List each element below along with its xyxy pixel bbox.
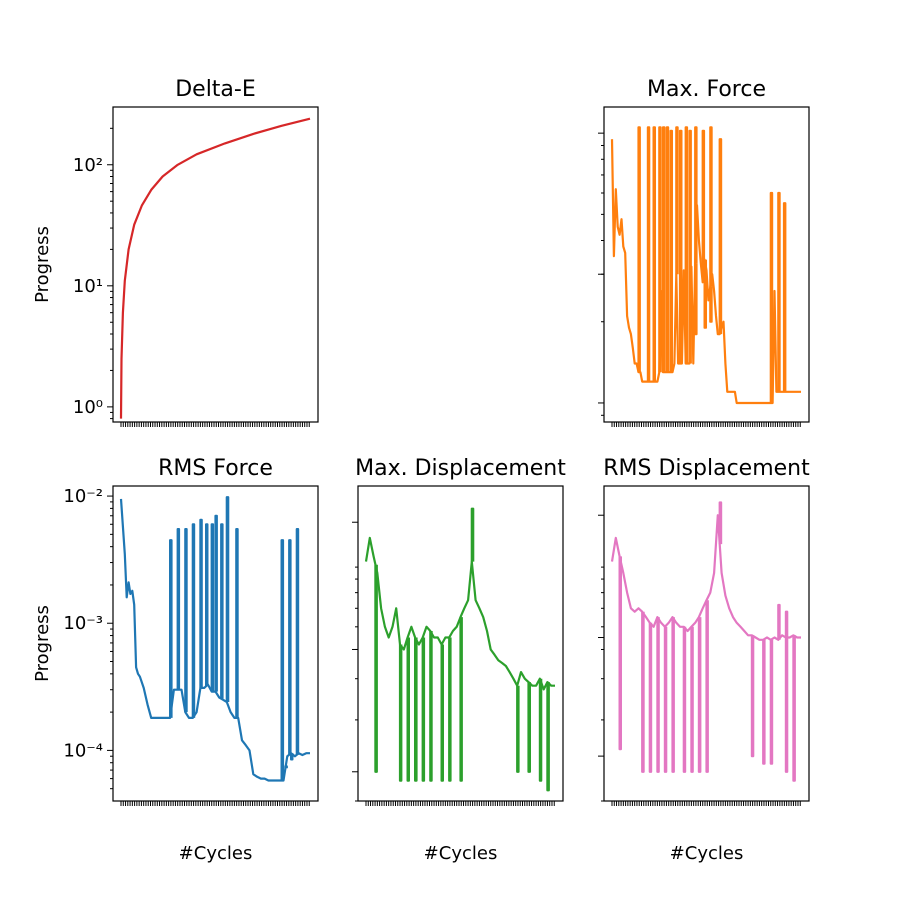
series-excursion [225, 496, 230, 702]
series-excursion [538, 678, 543, 782]
series-excursion [705, 600, 709, 773]
series-excursion [661, 126, 666, 373]
series-excursion [671, 617, 675, 773]
plot-title: Max. Displacement [355, 456, 566, 481]
series-excursion [750, 635, 755, 758]
series-excursion [701, 129, 706, 283]
series-excursion [792, 635, 796, 782]
series-excursion [374, 564, 378, 773]
series-excursion [280, 539, 285, 781]
series-excursion [516, 685, 520, 773]
series-excursion [546, 682, 550, 792]
series-excursion [694, 126, 698, 264]
plot-title: RMS Displacement [603, 456, 810, 481]
series-excursion [295, 528, 300, 755]
y-axis-label: Progress [32, 605, 53, 682]
x-axis-label: #Cycles [179, 843, 253, 864]
series-excursion [777, 191, 781, 392]
plot-frame [112, 106, 319, 423]
series-excursion [169, 539, 173, 718]
series-excursion [421, 637, 426, 782]
x-axis-label: #Cycles [424, 843, 498, 864]
series-excursion [641, 611, 645, 773]
series-excursion [682, 626, 687, 773]
y-tick-label: 10⁻⁴ [63, 740, 103, 761]
series-excursion [718, 501, 723, 545]
series-excursion [429, 631, 433, 782]
subplot-2: Max. Force [598, 77, 810, 427]
series-excursion [697, 617, 702, 773]
series-excursion [784, 610, 789, 638]
series-excursion [769, 191, 774, 403]
series-excursion [694, 263, 698, 336]
series-excursion [718, 138, 723, 335]
series-excursion [709, 126, 713, 287]
series-excursion [398, 644, 403, 782]
series-excursion [191, 523, 196, 718]
y-tick-label: 10⁰ [73, 397, 103, 418]
subplot-1: Delta-E Progress 10⁰ 10¹ 10² [32, 77, 319, 427]
plot-title: RMS Force [158, 456, 273, 481]
series-excursion [688, 129, 692, 364]
series-excursion [656, 617, 660, 773]
y-tick-label: 10⁻³ [63, 613, 103, 634]
series-excursion [527, 682, 531, 773]
plot-frame [112, 485, 319, 802]
series-excursion [652, 126, 656, 382]
series-excursion [406, 637, 410, 782]
subplot-4: Max. Displacement #Cycles [352, 456, 566, 864]
series-excursion [205, 523, 209, 687]
series-excursion [665, 126, 670, 373]
series-excursion [214, 514, 218, 692]
series-excursion [684, 126, 689, 364]
series-excursion [648, 622, 653, 773]
y-axis-label: Progress [32, 226, 53, 303]
y-tick-label: 10⁻² [63, 486, 103, 507]
series-excursion [658, 126, 662, 373]
series-excursion [199, 518, 203, 688]
series-excursion [220, 523, 224, 699]
series-excursion [646, 126, 651, 382]
y-tick-label: 10¹ [73, 276, 103, 297]
plot-frame [357, 485, 564, 802]
plot-frame [603, 106, 810, 423]
series-excursion [618, 556, 622, 751]
plot-frame [603, 485, 810, 802]
series-excursion [784, 637, 789, 773]
x-axis-label: #Cycles [670, 843, 744, 864]
plot-title: Max. Force [647, 77, 766, 102]
series-excursion [709, 286, 713, 323]
y-tick-label: 10² [73, 155, 103, 176]
subplot-3: RMS Force Progress #Cycles 10⁻⁴ 10⁻³ 10⁻² [32, 456, 319, 864]
series-excursion [669, 129, 673, 373]
series-excursion [690, 626, 694, 773]
series-excursion [284, 765, 288, 769]
plot-title: Delta-E [175, 77, 256, 102]
series-excursion [703, 259, 707, 329]
series-excursion [769, 639, 774, 765]
series-excursion [678, 129, 683, 364]
series-excursion [782, 202, 787, 392]
series-excursion [288, 539, 292, 755]
series-excursion [290, 753, 294, 761]
series-excursion [414, 637, 418, 782]
series-excursion [777, 603, 781, 640]
series-excursion [470, 507, 475, 562]
series-excursion [762, 639, 766, 765]
series-excursion [637, 126, 641, 373]
subplot-5: RMS Displacement #Cycles [598, 456, 810, 864]
series-excursion [675, 126, 679, 275]
series-excursion [459, 617, 463, 782]
series-excursion [440, 644, 444, 782]
series-excursion [663, 626, 668, 773]
series-excursion [448, 637, 452, 782]
series-line [119, 117, 311, 419]
series-excursion [235, 528, 239, 718]
series-excursion [176, 528, 181, 690]
series-excursion [210, 523, 215, 692]
series-excursion [184, 528, 188, 713]
